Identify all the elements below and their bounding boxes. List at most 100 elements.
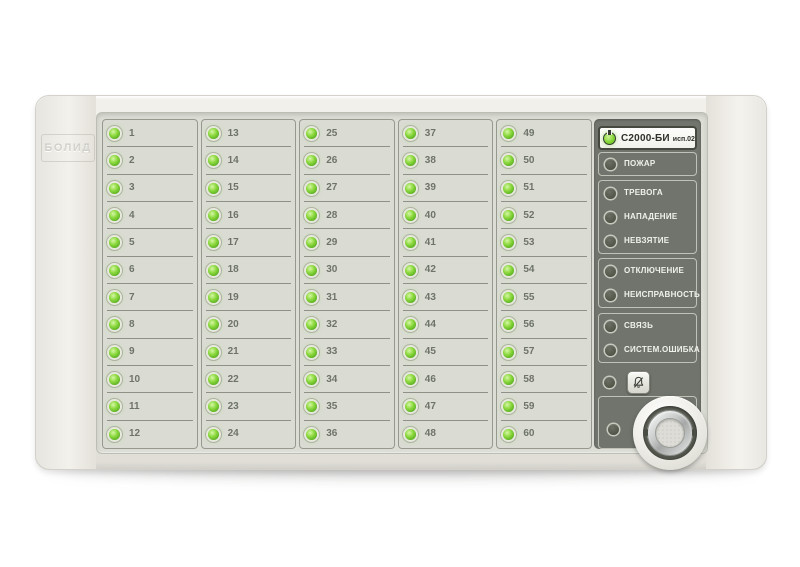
zone-led bbox=[306, 292, 318, 304]
zone-number: 32 bbox=[326, 318, 338, 330]
zone-led bbox=[503, 346, 515, 358]
zone-row: 40 bbox=[399, 202, 493, 230]
zone-led bbox=[404, 428, 416, 440]
zone-number: 59 bbox=[523, 400, 535, 412]
zone-row: 36 bbox=[300, 421, 394, 448]
zone-number: 46 bbox=[424, 373, 436, 385]
zone-led bbox=[404, 319, 416, 331]
zone-row: 46 bbox=[399, 366, 493, 394]
zone-number: 51 bbox=[523, 182, 535, 194]
status-row-not-armed: НЕВЗЯТИЕ bbox=[599, 229, 696, 253]
zone-number: 33 bbox=[326, 346, 338, 358]
zone-row: 4 bbox=[103, 202, 197, 230]
zone-row: 42 bbox=[399, 257, 493, 285]
status-row-fault: НЕИСПРАВНОСТЬ bbox=[599, 283, 700, 307]
zone-led bbox=[306, 155, 318, 167]
zone-number: 9 bbox=[129, 346, 135, 358]
reader-clip-left bbox=[644, 429, 648, 436]
zone-row: 18 bbox=[202, 257, 296, 285]
zone-number: 22 bbox=[227, 373, 239, 385]
zone-number: 10 bbox=[129, 373, 141, 385]
zone-led bbox=[207, 155, 219, 167]
zones-grid: 1 2 3 4 5 6 7 8 9 10 11 12 13 14 15 16 17 18 19 20 21 22 23 24 2… bbox=[102, 119, 592, 449]
zone-row: 58 bbox=[497, 366, 591, 394]
status-row-attack: НАПАДЕНИЕ bbox=[599, 205, 696, 229]
zone-row: 37 bbox=[399, 120, 493, 148]
zone-row: 10 bbox=[103, 366, 197, 394]
zone-led bbox=[306, 401, 318, 413]
system-error-label: СИСТЕМ.ОШИБКА bbox=[624, 345, 700, 354]
case-left-wing bbox=[36, 96, 96, 469]
zone-row: 8 bbox=[103, 311, 197, 339]
link-led bbox=[605, 320, 616, 332]
zone-column-2: 13 14 15 16 17 18 19 20 21 22 23 24 bbox=[200, 119, 297, 449]
mute-button[interactable] bbox=[627, 370, 650, 394]
zone-row: 32 bbox=[300, 311, 394, 339]
zone-number: 39 bbox=[424, 182, 436, 194]
zone-led bbox=[109, 128, 120, 140]
zone-led bbox=[207, 319, 219, 331]
zone-column-4: 37 38 39 40 41 42 43 44 45 46 47 48 bbox=[397, 119, 494, 449]
case-right-wing bbox=[706, 96, 766, 469]
zone-number: 55 bbox=[523, 291, 535, 303]
zone-row: 38 bbox=[399, 147, 493, 175]
zone-row: 9 bbox=[103, 339, 197, 367]
fault-label: НЕИСПРАВНОСТЬ bbox=[624, 290, 701, 299]
zone-led bbox=[404, 292, 416, 304]
reader-led bbox=[608, 424, 619, 435]
zone-led bbox=[207, 401, 219, 413]
zone-led bbox=[306, 264, 318, 276]
zone-led bbox=[207, 428, 219, 440]
zone-led bbox=[503, 182, 515, 194]
reader-contact-pad[interactable] bbox=[655, 418, 685, 448]
zone-row: 48 bbox=[399, 421, 493, 448]
zone-number: 36 bbox=[326, 428, 338, 440]
disable-label: ОТКЛЮЧЕНИЕ bbox=[624, 266, 685, 275]
zone-led bbox=[109, 237, 120, 249]
zone-led bbox=[503, 264, 515, 276]
zone-number: 40 bbox=[424, 209, 436, 221]
zone-led bbox=[404, 210, 416, 222]
status-panel: С2000-БИ исп.02 ПОЖАР ТРЕВОГА НАПАДЕНИЕ НЕВ… bbox=[594, 119, 707, 470]
fire-label: ПОЖАР bbox=[624, 159, 656, 168]
zone-number: 31 bbox=[326, 291, 338, 303]
zone-column-3: 25 26 27 28 29 30 31 32 33 34 35 36 bbox=[299, 119, 395, 449]
zone-row: 39 bbox=[399, 175, 493, 203]
zone-row: 27 bbox=[300, 175, 394, 203]
zone-number: 25 bbox=[326, 127, 338, 139]
zone-led bbox=[503, 210, 515, 222]
zone-row: 22 bbox=[202, 366, 296, 394]
zone-row: 26 bbox=[300, 147, 394, 175]
status-group-comm: СВЯЗЬ СИСТЕМ.ОШИБКА bbox=[598, 313, 700, 363]
zone-number: 30 bbox=[326, 264, 338, 276]
zone-led bbox=[503, 128, 515, 140]
front-face: 1 2 3 4 5 6 7 8 9 10 11 12 13 14 15 16 17 18 19 20 21 22 23 24 2… bbox=[96, 112, 708, 470]
zone-row: 35 bbox=[300, 393, 394, 421]
not-armed-label: НЕВЗЯТИЕ bbox=[624, 236, 670, 245]
zone-number: 6 bbox=[129, 264, 135, 276]
zone-led bbox=[503, 401, 515, 413]
zone-row: 1 bbox=[103, 120, 197, 148]
zone-row: 49 bbox=[497, 120, 591, 148]
zone-led bbox=[109, 264, 120, 276]
zone-led bbox=[207, 128, 219, 140]
zone-row: 11 bbox=[103, 393, 197, 421]
zone-led bbox=[109, 401, 120, 413]
zone-led bbox=[306, 128, 318, 140]
zone-led bbox=[306, 374, 318, 386]
zone-led bbox=[109, 292, 120, 304]
zone-row: 17 bbox=[202, 229, 296, 257]
zone-number: 58 bbox=[523, 373, 535, 385]
attack-led bbox=[605, 211, 616, 223]
zone-led bbox=[109, 428, 120, 440]
zone-number: 48 bbox=[424, 428, 436, 440]
zone-column-1: 1 2 3 4 5 6 7 8 9 10 11 12 bbox=[102, 119, 198, 449]
zone-led bbox=[404, 182, 416, 194]
zone-number: 28 bbox=[326, 209, 338, 221]
zone-number: 35 bbox=[326, 400, 338, 412]
zone-row: 52 bbox=[497, 202, 591, 230]
zone-number: 8 bbox=[129, 318, 135, 330]
mute-led bbox=[604, 376, 615, 388]
zone-number: 13 bbox=[227, 127, 239, 139]
zone-row: 29 bbox=[300, 229, 394, 257]
